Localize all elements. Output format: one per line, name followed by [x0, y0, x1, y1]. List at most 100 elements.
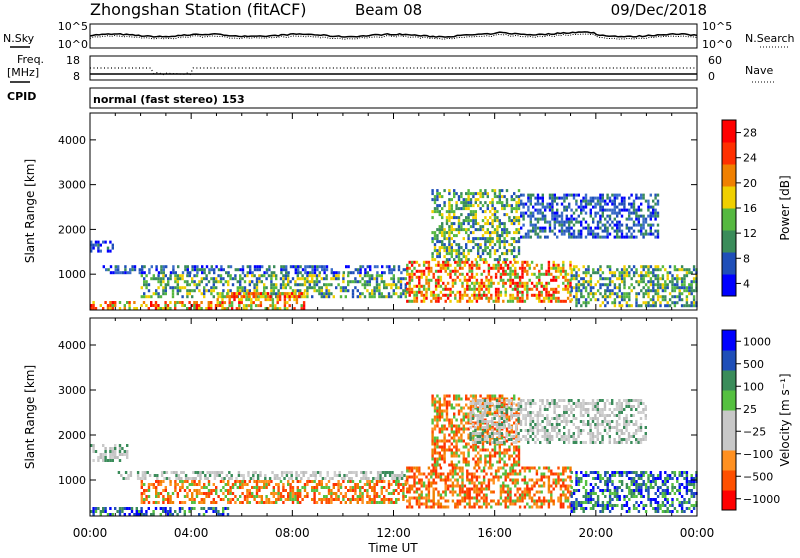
echo-cell: [421, 491, 423, 494]
echo-cell: [466, 273, 468, 276]
echo-cell: [441, 225, 443, 228]
echo-cell: [342, 480, 344, 483]
echo-cell: [643, 274, 645, 277]
echo-cell: [647, 233, 649, 236]
echo-cell: [628, 215, 630, 218]
echo-cell: [162, 489, 164, 492]
echo-cell: [529, 288, 531, 291]
echo-cell: [515, 219, 517, 222]
echo-cell: [238, 301, 240, 304]
echo-cell: [405, 495, 407, 498]
echo-cell: [595, 292, 597, 295]
echo-cell: [145, 304, 147, 307]
nsky-tick-high: 10^5: [58, 20, 88, 33]
echo-cell: [463, 458, 465, 461]
echo-cell: [493, 417, 495, 420]
echo-cell: [451, 204, 453, 207]
echo-cell: [592, 268, 594, 271]
echo-cell: [285, 277, 287, 280]
echo-cell: [544, 209, 546, 212]
echo-cell: [104, 507, 106, 510]
echo-cell: [458, 398, 460, 401]
echo-cell: [537, 200, 539, 203]
echo-cell: [652, 212, 654, 215]
echo-cell: [534, 224, 536, 227]
echo-cell: [275, 292, 277, 295]
echo-cell: [614, 197, 616, 200]
echo-cell: [284, 298, 286, 301]
echo-cell: [606, 203, 608, 206]
echo-cell: [411, 488, 413, 491]
echo-cell: [477, 243, 479, 246]
echo-cell: [489, 252, 491, 255]
echo-cell: [274, 304, 276, 307]
echo-cell: [489, 255, 491, 258]
echo-cell: [490, 282, 492, 285]
echo-cell: [373, 486, 375, 489]
echo-cell: [219, 292, 221, 295]
echo-cell: [602, 301, 604, 304]
echo-cell: [494, 228, 496, 231]
echo-cell: [293, 295, 295, 298]
echo-cell: [340, 286, 342, 289]
echo-cell: [645, 233, 647, 236]
echo-cell: [342, 286, 344, 289]
echo-cell: [511, 431, 513, 434]
echo-cell: [499, 461, 501, 464]
echo-cell: [385, 286, 387, 289]
echo-cell: [647, 271, 649, 274]
echo-cell: [460, 207, 462, 210]
echo-cell: [155, 480, 157, 483]
echo-cell: [465, 398, 467, 401]
echo-cell: [473, 476, 475, 479]
echo-cell: [397, 286, 399, 289]
echo-cell: [411, 476, 413, 479]
echo-cell: [439, 249, 441, 252]
echo-cell: [554, 194, 556, 197]
echo-cell: [105, 268, 107, 271]
echo-cell: [373, 289, 375, 292]
echo-cell: [369, 274, 371, 277]
echo-cell: [587, 203, 589, 206]
echo-cell: [448, 240, 450, 243]
echo-cell: [449, 276, 451, 279]
echo-cell: [386, 265, 388, 268]
echo-cell: [391, 271, 393, 274]
echo-cell: [458, 219, 460, 222]
echo-cell: [491, 402, 493, 405]
echo-cell: [316, 501, 318, 504]
echo-cell: [556, 203, 558, 206]
echo-cell: [503, 461, 505, 464]
echo-cell: [163, 477, 165, 480]
echo-cell: [318, 480, 320, 483]
echo-cell: [246, 274, 248, 277]
echo-cell: [553, 291, 555, 294]
echo-cell: [258, 489, 260, 492]
echo-cell: [453, 395, 455, 398]
echo-cell: [505, 282, 507, 285]
echo-cell: [602, 197, 604, 200]
echo-cell: [548, 500, 550, 503]
echo-cell: [524, 491, 526, 494]
echo-cell: [409, 467, 411, 470]
echo-cell: [165, 498, 167, 501]
echo-cell: [139, 271, 141, 274]
echo-cell: [400, 271, 402, 274]
echo-cell: [508, 458, 510, 461]
echo-cell: [461, 470, 463, 473]
echo-cell: [573, 212, 575, 215]
echo-cell: [225, 483, 227, 486]
echo-cell: [443, 455, 445, 458]
echo-cell: [568, 221, 570, 224]
echo-cell: [546, 236, 548, 239]
echo-cell: [447, 485, 449, 488]
echo-cell: [140, 510, 142, 513]
echo-cell: [337, 483, 339, 486]
echo-cell: [453, 413, 455, 416]
echo-cell: [553, 488, 555, 491]
echo-cell: [602, 200, 604, 203]
echo-cell: [491, 395, 493, 398]
echo-cell: [247, 271, 249, 274]
echo-cell: [325, 292, 327, 295]
echo-cell: [428, 273, 430, 276]
